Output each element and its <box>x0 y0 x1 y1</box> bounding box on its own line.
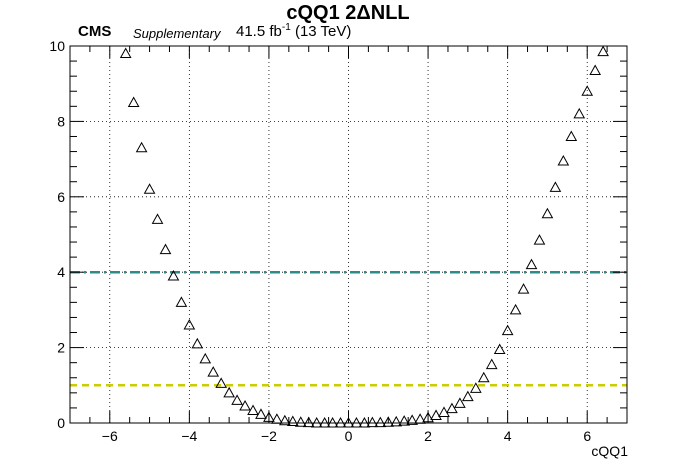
data-point <box>127 96 140 108</box>
lumi-energy: (13 TeV) <box>294 23 352 40</box>
x-tick-label: 4 <box>504 428 512 444</box>
y-tick-label: 6 <box>57 189 65 205</box>
data-point <box>541 207 554 219</box>
data-point <box>493 343 506 354</box>
data-point <box>525 258 538 270</box>
data-point <box>581 85 594 96</box>
data-point <box>469 382 482 393</box>
data-point <box>255 408 267 419</box>
luminosity-label: 41.5 fb-1 (13 TeV) <box>236 22 351 40</box>
data-point <box>374 416 387 428</box>
data-point <box>278 414 291 426</box>
data-point <box>589 64 602 76</box>
x-tick-label: 6 <box>583 428 591 444</box>
data-point <box>398 415 411 426</box>
y-tick-label: 0 <box>57 415 65 431</box>
y-tick-label: 8 <box>57 113 65 129</box>
data-points <box>119 45 609 428</box>
lumi-exponent: -1 <box>281 22 291 33</box>
data-point <box>191 337 204 349</box>
data-point <box>286 415 299 426</box>
axis-ticks <box>69 45 628 424</box>
data-point <box>565 130 578 141</box>
data-point <box>223 386 235 398</box>
data-point <box>517 283 530 294</box>
x-tick-label: −6 <box>102 428 118 444</box>
data-point <box>446 402 458 414</box>
y-tick-label: 4 <box>57 264 65 280</box>
data-point <box>231 394 243 405</box>
grid-lines <box>70 45 627 424</box>
data-point <box>294 416 307 427</box>
data-point <box>207 366 220 377</box>
data-point <box>485 358 498 370</box>
data-point <box>247 404 259 416</box>
data-point <box>549 181 562 192</box>
reference-lines <box>70 270 627 387</box>
data-point <box>135 141 148 153</box>
chart-title: cQQ1 2ΔNLL <box>286 2 410 24</box>
tick-labels: −6 −4 −2 0 2 4 6 0 2 4 6 8 10 <box>49 38 591 444</box>
data-point <box>271 413 283 424</box>
x-axis-label: cQQ1 <box>591 443 628 459</box>
data-point <box>167 269 180 281</box>
data-point <box>382 416 395 427</box>
lumi-value: 41.5 fb <box>236 23 282 40</box>
data-point <box>462 390 474 402</box>
data-point <box>501 324 514 336</box>
data-point <box>215 377 228 388</box>
y-tick-label: 2 <box>57 340 65 356</box>
data-point <box>151 213 164 224</box>
data-point <box>557 154 570 166</box>
data-point <box>199 352 212 364</box>
data-point <box>302 416 315 428</box>
data-point <box>477 371 490 383</box>
data-point <box>159 243 172 255</box>
data-point <box>509 303 522 315</box>
experiment-label: CMS <box>78 23 112 40</box>
data-point <box>454 397 466 408</box>
data-point <box>533 234 546 245</box>
data-point <box>438 406 450 417</box>
x-tick-label: −2 <box>261 428 277 444</box>
status-label: Supplementary <box>133 26 221 41</box>
data-point <box>366 416 379 428</box>
data-point <box>573 107 586 119</box>
data-point <box>175 296 188 307</box>
data-point <box>430 409 442 420</box>
data-point <box>406 414 419 425</box>
data-point <box>119 47 132 59</box>
data-point <box>183 318 196 330</box>
x-tick-label: −4 <box>181 428 197 444</box>
data-point <box>143 183 156 194</box>
y-tick-label: 10 <box>49 38 65 54</box>
x-tick-label: 2 <box>424 428 432 444</box>
data-point <box>239 400 251 411</box>
data-point <box>390 415 403 427</box>
data-point <box>597 45 609 57</box>
x-tick-label: 0 <box>345 428 353 444</box>
